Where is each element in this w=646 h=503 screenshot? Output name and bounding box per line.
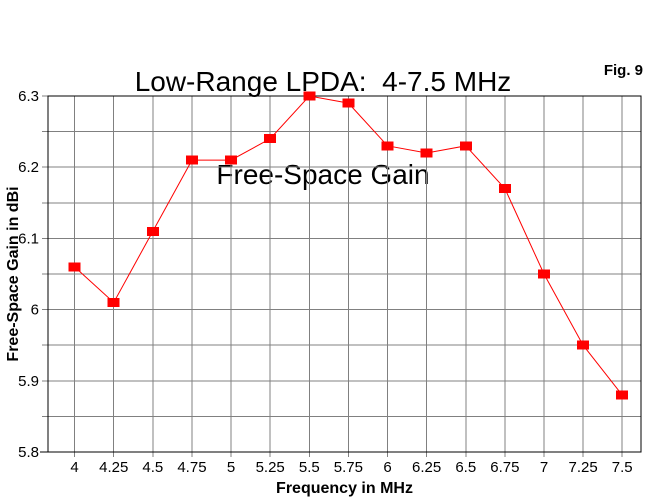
x-tick-label: 4 (70, 459, 78, 476)
data-point-marker (342, 98, 355, 108)
y-tick-label: 5.9 (18, 373, 39, 390)
data-point-marker (185, 155, 198, 165)
x-tick-label: 5.5 (299, 459, 320, 476)
data-point-marker (264, 134, 277, 144)
data-point-marker (498, 184, 511, 194)
data-point-marker (107, 297, 120, 307)
figure-number-label: Fig. 9 (603, 62, 643, 79)
x-tick-label: 7.25 (569, 459, 598, 476)
x-tick-label: 6.25 (412, 459, 441, 476)
data-point-marker (420, 148, 433, 158)
data-point-marker (381, 141, 394, 151)
data-point-marker (146, 226, 159, 236)
plot-border (47, 95, 642, 453)
x-tick-label: 6 (383, 459, 391, 476)
y-tick-label: 5.8 (18, 444, 39, 461)
y-tick-label: 6 (31, 302, 39, 319)
chart-title: Low-Range LPDA: 4-7.5 MHz Free-Space Gai… (0, 4, 646, 252)
chart-title-line2: Free-Space Gain (216, 159, 430, 190)
data-point-marker (616, 390, 629, 400)
x-tick-label: 4.25 (99, 459, 128, 476)
x-tick-label: 5.75 (334, 459, 363, 476)
y-tick-label: 6.1 (18, 230, 39, 247)
data-point-marker (537, 269, 550, 279)
y-tick-label: 6.2 (18, 159, 39, 176)
x-tick-label: 7 (540, 459, 548, 476)
x-tick-label: 5.25 (256, 459, 285, 476)
data-point-marker (303, 91, 316, 101)
x-tick-label: 5 (227, 459, 235, 476)
x-axis-title: Frequency in MHz (276, 480, 413, 497)
x-tick-label: 4.75 (177, 459, 206, 476)
x-tick-label: 6.75 (490, 459, 519, 476)
y-tick-label: 6.3 (18, 88, 39, 105)
x-tick-label: 4.5 (142, 459, 163, 476)
data-point-marker (577, 340, 590, 350)
data-point-marker (68, 262, 81, 272)
data-point-marker (459, 141, 472, 151)
x-tick-label: 6.5 (455, 459, 476, 476)
chart-title-line1: Low-Range LPDA: 4-7.5 MHz (134, 66, 512, 97)
data-point-marker (225, 155, 238, 165)
x-tick-label: 7.5 (612, 459, 633, 476)
